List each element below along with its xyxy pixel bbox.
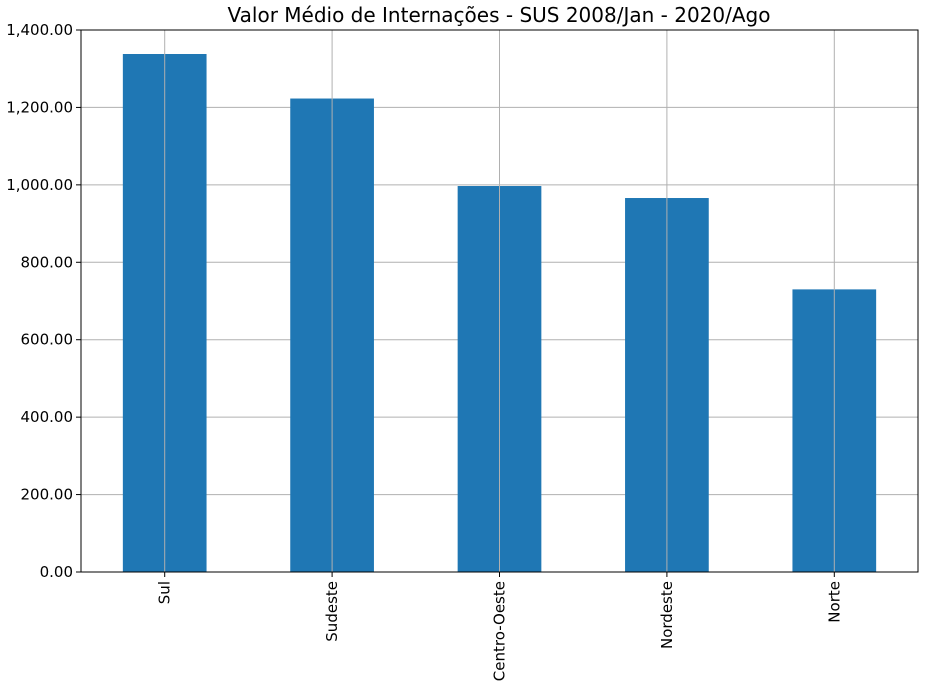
x-tick-label: Sul xyxy=(156,581,174,604)
x-tick-label: Norte xyxy=(825,581,843,623)
x-grid-layer xyxy=(164,30,835,572)
x-tick-label: Centro-Oeste xyxy=(491,581,509,681)
x-tick-label: Sudeste xyxy=(323,581,341,642)
chart-title: Valor Médio de Internações - SUS 2008/Ja… xyxy=(228,3,771,27)
y-tick-label: 200.00 xyxy=(21,486,74,504)
x-axis-ticks: Sul Sudeste Centro-Oeste Nordeste Norte xyxy=(156,572,843,681)
y-tick-label: 400.00 xyxy=(21,408,74,426)
x-tick-label: Nordeste xyxy=(658,581,676,649)
y-tick-label: 800.00 xyxy=(21,253,74,271)
y-tick-label: 0.00 xyxy=(40,563,73,581)
y-tick-label: 600.00 xyxy=(21,331,74,349)
y-tick-label: 1,200.00 xyxy=(6,98,73,116)
y-axis-ticks: 0.00 200.00 400.00 600.00 800.00 1,000.00 1,20… xyxy=(6,21,81,581)
y-tick-label: 1,000.00 xyxy=(6,176,73,194)
y-tick-label: 1,400.00 xyxy=(6,21,73,39)
